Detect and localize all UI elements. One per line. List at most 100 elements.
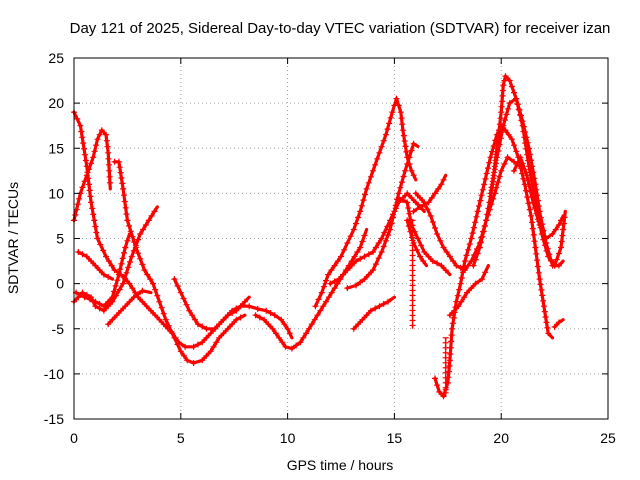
data-point bbox=[207, 348, 214, 355]
y-tick-label: 10 bbox=[48, 185, 64, 201]
data-point bbox=[220, 330, 227, 337]
data-point bbox=[148, 212, 155, 219]
data-point bbox=[523, 145, 530, 152]
data-point bbox=[357, 255, 364, 262]
data-point bbox=[354, 249, 361, 255]
data-point bbox=[528, 212, 535, 219]
data-point bbox=[105, 298, 112, 305]
data-point bbox=[429, 219, 436, 225]
data-point bbox=[88, 160, 95, 167]
data-point bbox=[542, 314, 549, 320]
data-point bbox=[453, 262, 460, 269]
series-line bbox=[345, 142, 420, 290]
data-point bbox=[410, 172, 417, 179]
data-point bbox=[160, 321, 167, 328]
data-point bbox=[514, 161, 521, 167]
series-sat-v bbox=[511, 154, 565, 242]
data-point bbox=[401, 138, 408, 144]
data-point bbox=[86, 166, 92, 173]
data-point bbox=[171, 276, 178, 283]
data-point bbox=[158, 304, 165, 311]
data-point bbox=[399, 197, 406, 204]
data-point bbox=[499, 129, 506, 135]
x-tick-label: 5 bbox=[177, 430, 185, 446]
data-point bbox=[391, 208, 398, 215]
data-point bbox=[486, 159, 493, 166]
data-point bbox=[359, 238, 366, 245]
data-point bbox=[449, 325, 456, 332]
data-point bbox=[130, 294, 137, 301]
data-point bbox=[552, 226, 559, 233]
data-point bbox=[378, 235, 385, 242]
data-point bbox=[335, 276, 342, 283]
data-point bbox=[521, 166, 528, 173]
data-point bbox=[527, 188, 534, 195]
data-point bbox=[496, 121, 503, 128]
y-axis-label: SDTVAR / TECUs bbox=[5, 182, 21, 294]
data-point bbox=[344, 240, 351, 246]
data-point bbox=[448, 332, 455, 339]
data-point bbox=[434, 260, 441, 267]
data-point bbox=[182, 343, 189, 350]
data-point bbox=[372, 244, 379, 251]
data-point bbox=[472, 256, 479, 263]
data-point bbox=[233, 305, 240, 312]
data-point bbox=[472, 219, 479, 226]
data-point bbox=[464, 289, 470, 296]
data-point bbox=[523, 172, 530, 179]
data-point bbox=[132, 242, 139, 249]
data-point bbox=[506, 100, 513, 107]
data-point bbox=[449, 320, 456, 327]
data-point bbox=[327, 280, 334, 287]
data-point bbox=[488, 184, 495, 191]
data-point bbox=[361, 232, 368, 239]
data-point bbox=[362, 191, 368, 198]
data-point bbox=[446, 312, 453, 319]
data-point bbox=[526, 206, 533, 213]
data-point bbox=[489, 148, 496, 155]
data-point bbox=[120, 185, 127, 192]
data-point bbox=[129, 285, 136, 292]
data-point bbox=[127, 259, 133, 265]
data-point bbox=[413, 246, 420, 253]
chart-title: Day 121 of 2025, Sidereal Day-to-day VTE… bbox=[70, 20, 611, 37]
data-point bbox=[500, 82, 507, 89]
data-point bbox=[465, 262, 472, 269]
data-point bbox=[545, 330, 552, 337]
data-point bbox=[519, 122, 526, 129]
data-point bbox=[303, 330, 310, 337]
data-point bbox=[529, 219, 535, 226]
data-point bbox=[545, 253, 552, 260]
data-point bbox=[91, 148, 98, 155]
data-point bbox=[515, 106, 522, 113]
data-point bbox=[492, 160, 499, 167]
data-point bbox=[406, 154, 413, 161]
data-point bbox=[465, 246, 472, 253]
data-point bbox=[534, 263, 541, 270]
data-point bbox=[408, 147, 415, 154]
data-point bbox=[397, 184, 404, 191]
data-point bbox=[126, 298, 133, 305]
data-point bbox=[461, 294, 468, 301]
data-point bbox=[498, 103, 505, 110]
data-point bbox=[424, 206, 431, 213]
series-sat-j bbox=[312, 95, 418, 310]
data-point bbox=[199, 357, 206, 364]
data-point bbox=[237, 303, 244, 310]
data-point bbox=[105, 155, 112, 162]
data-point bbox=[479, 186, 486, 193]
data-point bbox=[417, 253, 423, 260]
series-sat-u bbox=[487, 95, 568, 269]
data-point bbox=[125, 264, 132, 271]
data-point bbox=[137, 255, 144, 262]
data-point bbox=[378, 249, 385, 255]
data-point bbox=[378, 143, 385, 150]
data-point bbox=[348, 262, 355, 269]
data-point bbox=[496, 141, 503, 148]
data-point bbox=[468, 285, 475, 292]
data-point bbox=[180, 295, 187, 302]
data-point bbox=[91, 217, 98, 224]
data-point bbox=[482, 175, 489, 182]
data-point bbox=[407, 216, 414, 223]
data-point bbox=[286, 330, 293, 337]
